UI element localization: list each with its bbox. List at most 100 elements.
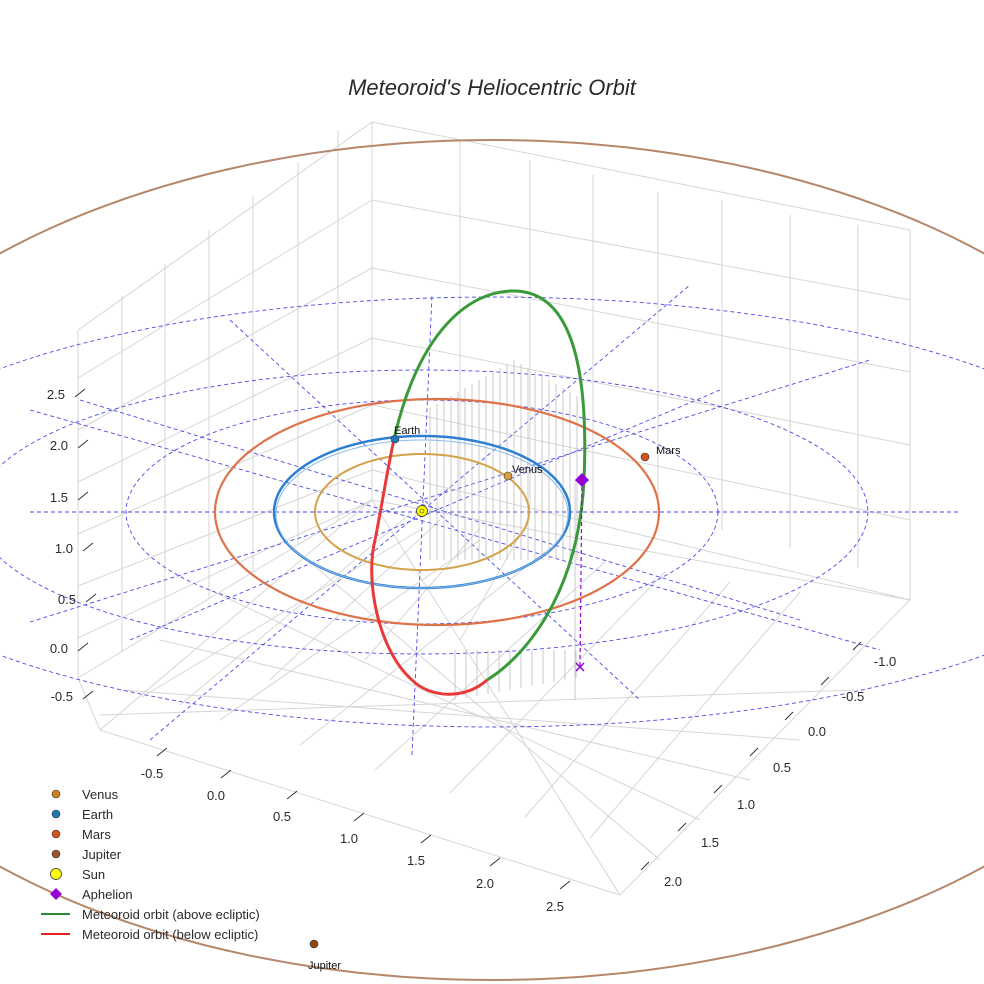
grid-line [524,581,731,818]
ecliptic-ring-2au [0,369,869,655]
aphelion-projection [579,479,583,668]
y-tick-mark [156,747,168,757]
planet-orbits [0,138,984,982]
legend-label: Aphelion [82,887,133,902]
x-tick-mark [749,747,759,757]
y-tick-mark [420,834,432,844]
z-tick-mark [82,542,94,552]
z-tick-label: 2.5 [47,387,65,402]
y-tick-mark [220,769,232,779]
grid-line [371,469,911,601]
grid-line [371,404,911,521]
grid-line [99,689,856,716]
grid-line [589,591,801,839]
earth-marker [390,434,400,444]
venus-marker [503,471,513,481]
x-tick-label: 0.0 [808,724,826,739]
grid-line [209,589,701,821]
jupiter-marker [309,939,319,949]
z-tick-mark [77,642,89,652]
jupiter-label: Jupiter [308,960,341,972]
grid-line [371,199,911,301]
orbit-above-ecliptic [393,289,587,682]
grid-line [77,121,373,331]
grid-line [119,689,801,741]
grid-line [77,337,373,483]
z-tick-label: 0.0 [50,641,68,656]
y-tick-mark [489,857,501,867]
earth-label: Earth [394,425,420,437]
ecliptic-ring-3au [0,296,984,728]
ecliptic-radial-line [129,389,721,641]
mars-orbit [213,397,661,627]
legend-marker [51,829,61,839]
legend-marker [50,888,62,900]
mars-label: Mars [656,445,681,457]
grid-line [371,499,621,896]
ecliptic-radial-line [229,319,641,701]
legend-label: Earth [82,807,113,822]
grid-box [77,121,911,896]
x-tick-mark [640,861,650,871]
y-tick-mark [353,812,365,822]
grid-line [619,599,911,896]
y-tick-label: 0.5 [273,809,291,824]
sun-marker-core [419,508,425,514]
y-tick-label: 2.5 [546,899,564,914]
grid-line [77,199,373,379]
aphelion-projection-marker [575,662,585,672]
z-tick-mark [85,593,97,603]
x-tick-label: 2.0 [664,874,682,889]
z-tick-label: 0.5 [58,592,76,607]
legend-marker [50,868,62,880]
orbit-below-ecliptic [370,434,489,696]
drop-lines [429,360,578,700]
grid-line [374,561,606,771]
y-tick-label: -0.5 [141,766,163,781]
ecliptic-grid [0,284,984,756]
sun-marker [416,505,428,517]
grid-line [371,337,911,446]
legend-label: Venus [82,787,119,802]
x-tick-label: 0.5 [773,760,791,775]
x-tick-mark [677,822,687,832]
x-tick-mark [852,641,862,651]
tick-labels: -0.5 0.0 0.5 1.0 1.5 2.0 2.5 -0.5 0.0 0.5 1.0 1.5 2.… [47,387,896,914]
z-tick-label: 2.0 [50,438,68,453]
earth-orbit-inner [275,439,569,589]
legend-label: Mars [82,827,111,842]
z-tick-label: 1.5 [50,490,68,505]
grid-line [77,499,373,679]
x-tick-label: 1.0 [737,797,755,812]
x-tick-mark [713,784,723,794]
y-tick-mark [286,790,298,800]
y-tick-label: 1.0 [340,831,358,846]
z-tick-mark [77,439,89,449]
venus-orbit [313,453,530,571]
grid-line [449,571,666,794]
grid-line [371,267,911,373]
grid-line [364,527,481,661]
z-tick-mark [82,690,94,700]
grid-line [99,499,373,731]
mars-marker [640,452,650,462]
x-tick-label: -0.5 [842,689,864,704]
grid-line [371,499,911,601]
z-tick-mark [77,491,89,501]
grid-line [77,677,101,731]
y-tick-label: 0.0 [207,788,225,803]
ecliptic-ring-1au [125,399,719,625]
z-tick-label: -0.5 [51,689,73,704]
x-tick-mark [820,676,830,686]
grid-line [371,121,911,231]
legend-label: Jupiter [82,847,122,862]
meteoroid-orbit [370,289,587,696]
legend-marker [51,789,61,799]
grid-line [159,639,751,781]
markers: Venus Earth Mars Jupiter [308,425,681,972]
ecliptic-radial-line [29,409,881,651]
legend-marker [51,849,61,859]
x-tick-label: 1.5 [701,835,719,850]
x-tick-mark [784,711,794,721]
